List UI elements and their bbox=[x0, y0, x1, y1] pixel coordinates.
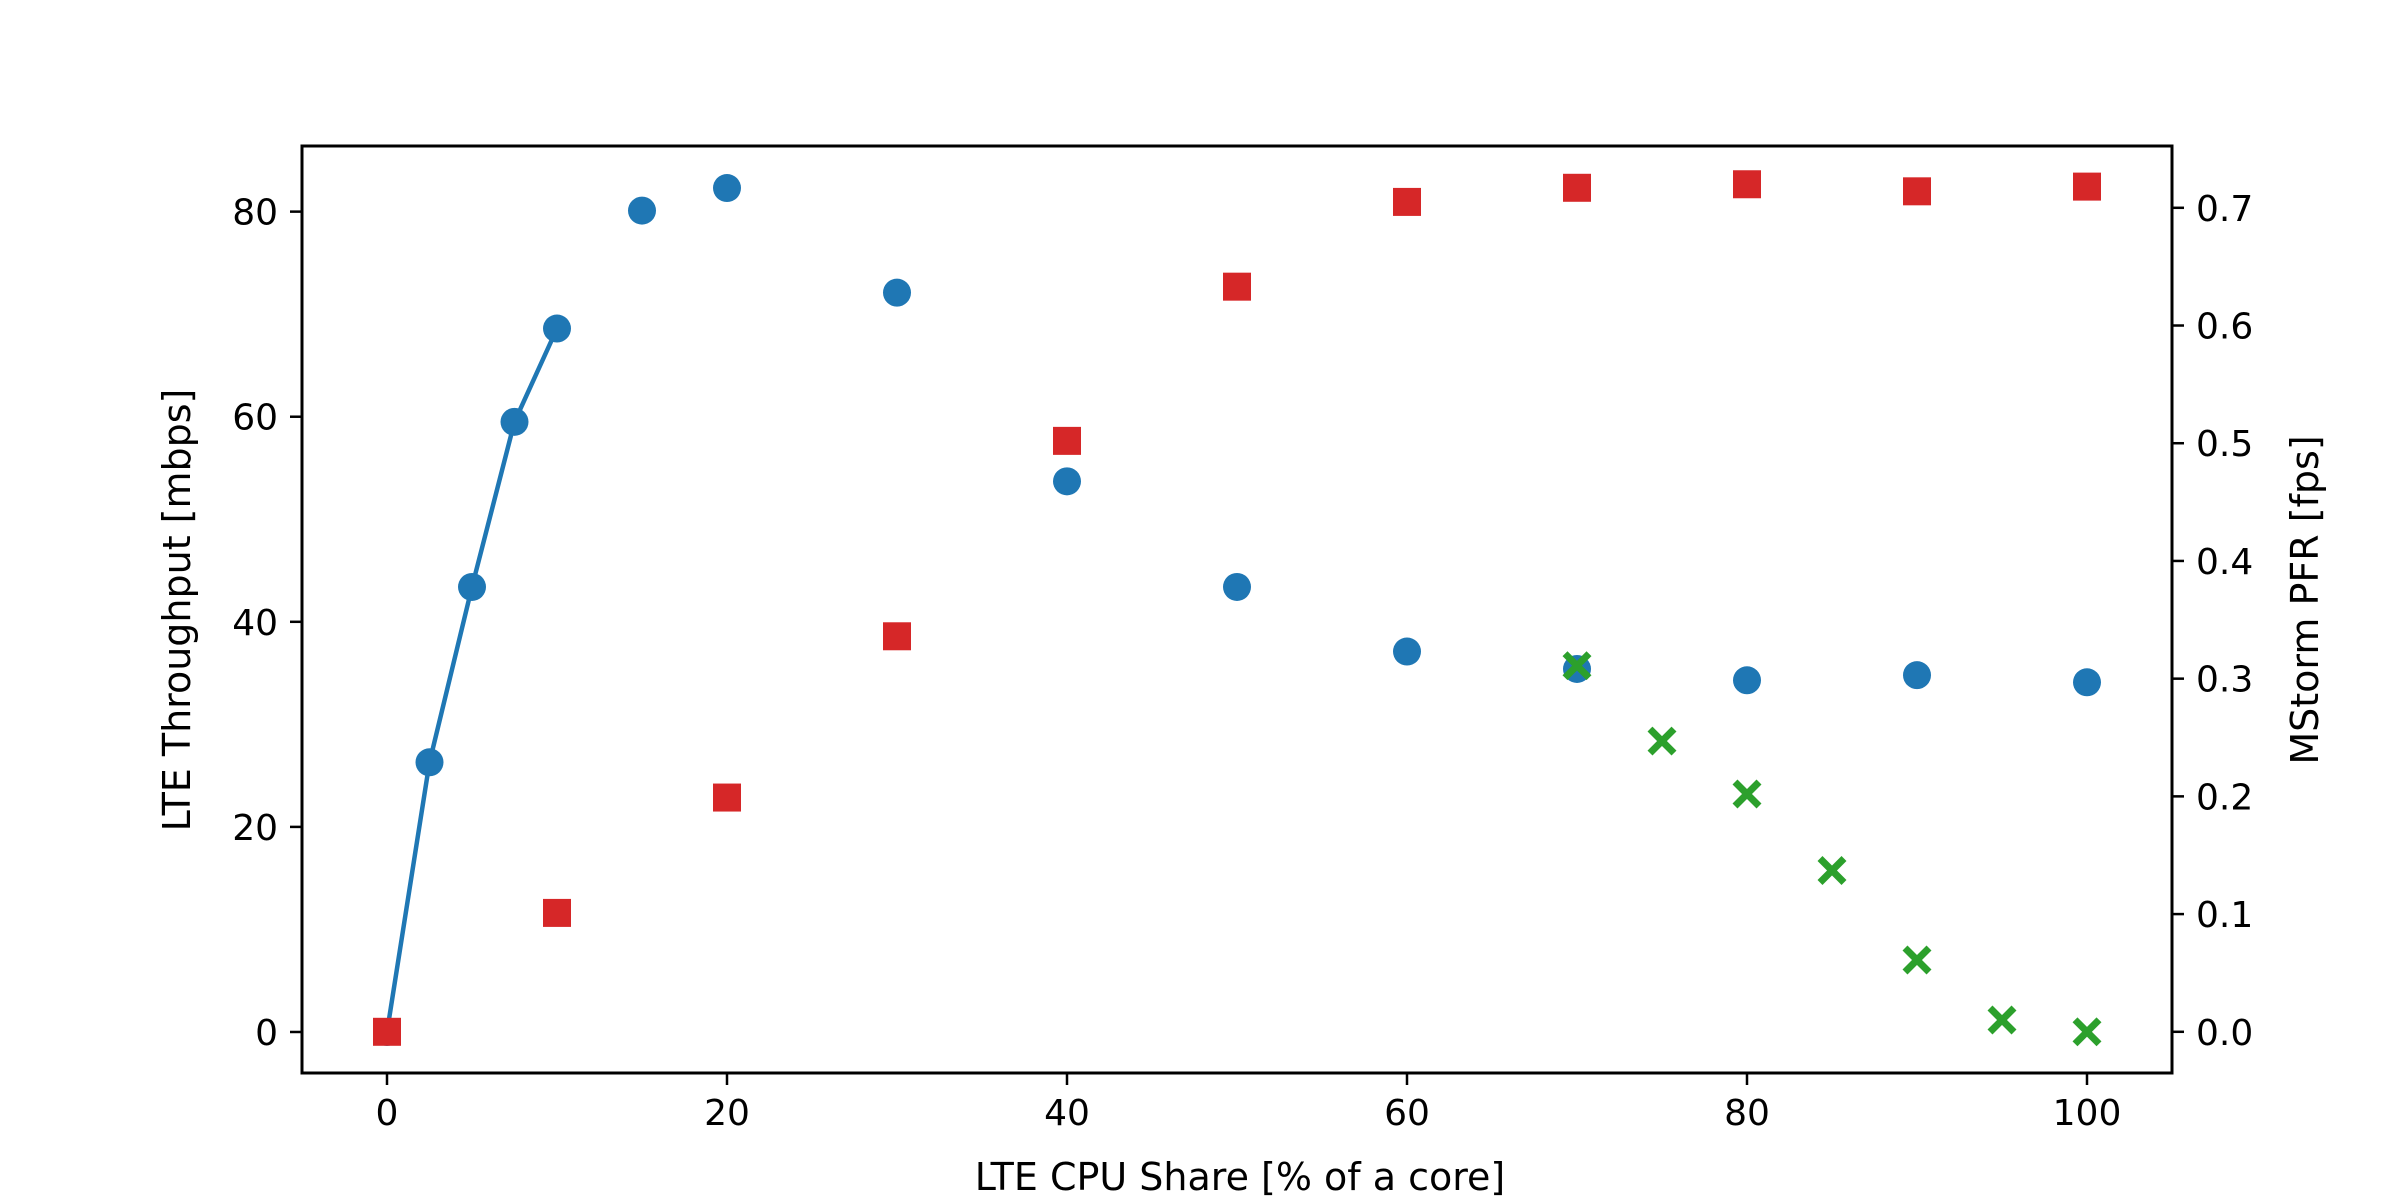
y-tick-label-5: 80 bbox=[232, 193, 278, 234]
series-2-point-6 bbox=[1223, 272, 1251, 301]
y-axis-label: LTE Throughput [mbps] bbox=[155, 389, 199, 832]
y2-tick-label-7: 0.6 bbox=[2196, 307, 2253, 348]
y2-tick-label-1: 0.0 bbox=[2196, 1013, 2253, 1054]
series-3-point-6 bbox=[1987, 1005, 2017, 1035]
series-1-point-11 bbox=[1393, 637, 1421, 666]
series-2-point-1 bbox=[373, 1017, 401, 1046]
y-tick-label-2: 20 bbox=[232, 808, 278, 849]
series-2-point-8 bbox=[1563, 173, 1591, 202]
series-3-point-7-stroke-b bbox=[2072, 1017, 2102, 1047]
series-3-point-3-stroke-b bbox=[1732, 779, 1762, 809]
axes-group: 0 20 40 60 80 100 0 20 40 60 80 0.0 0.1 0.2 0.3 0.4 0.5 0… bbox=[232, 144, 2253, 1134]
series-1-point-9 bbox=[1053, 467, 1081, 496]
series-3-point-7 bbox=[2072, 1017, 2102, 1047]
series-1-point-10 bbox=[1223, 572, 1251, 601]
series-1-point-13 bbox=[1733, 666, 1761, 695]
x-tick-label-6: 100 bbox=[2053, 1093, 2122, 1134]
series-3-point-5-stroke-b bbox=[1902, 945, 1932, 975]
y2-tick-label-8: 0.7 bbox=[2196, 189, 2253, 230]
y2-tick-label-2: 0.1 bbox=[2196, 895, 2253, 936]
x-tick-label-3: 40 bbox=[1044, 1093, 1090, 1134]
series-2-point-7 bbox=[1393, 187, 1421, 216]
y2-tick-label-4: 0.3 bbox=[2196, 660, 2253, 701]
series-1-point-4 bbox=[500, 407, 529, 436]
series-2-point-3 bbox=[713, 783, 741, 812]
plot-marks bbox=[373, 170, 2102, 1047]
series-1-point-14 bbox=[1903, 661, 1931, 690]
series-3-point-2 bbox=[1647, 726, 1677, 756]
x-axis-label: LTE CPU Share [% of a core] bbox=[975, 1155, 1506, 1199]
series-1-point-3 bbox=[458, 572, 486, 601]
plot-frame bbox=[300, 144, 2174, 1075]
series-1-point-2 bbox=[415, 748, 444, 777]
series-1-point-7 bbox=[713, 174, 741, 203]
x-tick-label-1: 0 bbox=[376, 1093, 399, 1134]
x-tick-label-2: 20 bbox=[704, 1093, 750, 1134]
series-1-point-6 bbox=[628, 196, 656, 225]
y2-tick-label-5: 0.4 bbox=[2196, 542, 2253, 583]
series-2-point-9 bbox=[1733, 170, 1761, 199]
series-2-point-4 bbox=[883, 622, 911, 651]
x-tick-label-4: 60 bbox=[1384, 1093, 1430, 1134]
series-3-point-6-stroke-b bbox=[1987, 1005, 2017, 1035]
series-1-point-8 bbox=[883, 278, 911, 307]
y-tick-label-3: 40 bbox=[232, 603, 278, 644]
x-tick-label-5: 80 bbox=[1724, 1093, 1770, 1134]
series-3-point-1 bbox=[1562, 651, 1592, 681]
y2-tick-label-6: 0.5 bbox=[2196, 424, 2253, 465]
y2-axis-label: MStorm PFR [fps] bbox=[2283, 435, 2327, 764]
series-3-point-5 bbox=[1902, 945, 1932, 975]
series-2-point-2 bbox=[543, 898, 571, 927]
series-3-point-4-stroke-b bbox=[1817, 856, 1847, 886]
series-1-point-15 bbox=[2073, 668, 2101, 697]
series-3-point-3 bbox=[1732, 779, 1762, 809]
series-3-point-2-stroke-b bbox=[1647, 726, 1677, 756]
series-3-point-4 bbox=[1817, 856, 1847, 886]
series-3-point-1-stroke-b bbox=[1562, 651, 1592, 681]
y-tick-label-1: 0 bbox=[255, 1013, 278, 1054]
series-2-point-10 bbox=[1903, 177, 1931, 206]
series-1-point-5 bbox=[543, 314, 571, 343]
series-2-point-5 bbox=[1053, 426, 1081, 455]
y-tick-label-4: 60 bbox=[232, 398, 278, 439]
series-2-point-11 bbox=[2073, 172, 2101, 201]
y2-tick-label-3: 0.2 bbox=[2196, 777, 2253, 818]
